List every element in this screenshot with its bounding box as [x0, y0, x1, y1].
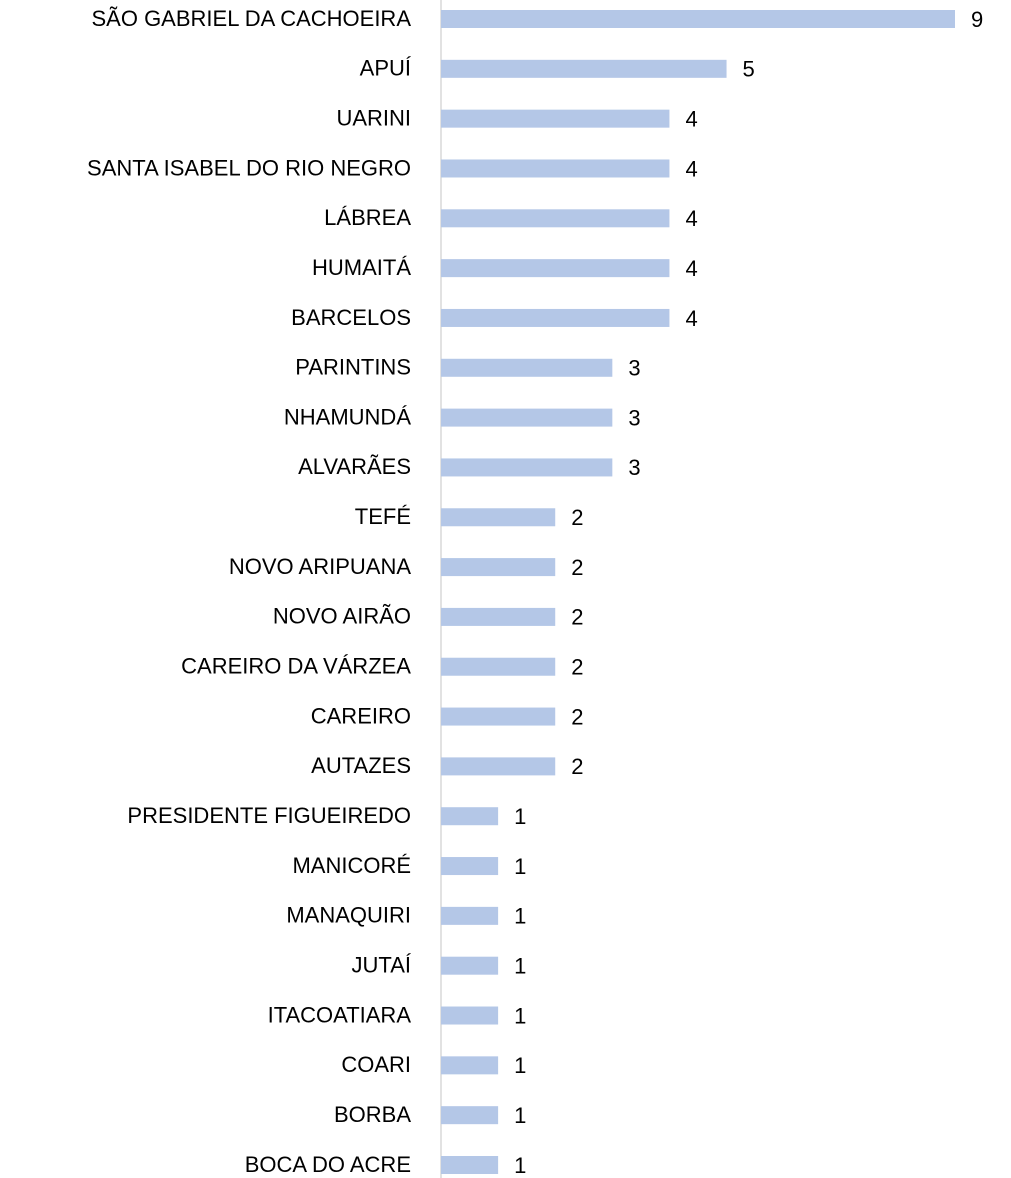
bar — [441, 159, 670, 178]
y-tick-label: BARCELOS — [291, 305, 411, 330]
data-label: 4 — [685, 156, 697, 181]
bar — [441, 906, 499, 925]
y-tick-label: BORBA — [334, 1102, 411, 1127]
data-label: 4 — [685, 206, 697, 231]
bar — [441, 1106, 499, 1125]
y-tick-label: ALVARÃES — [298, 454, 411, 479]
bar — [441, 607, 556, 626]
data-label: 2 — [571, 505, 583, 530]
bar — [441, 558, 556, 577]
y-tick-label: SÃO GABRIEL DA CACHOEIRA — [92, 6, 412, 31]
data-label: 4 — [685, 106, 697, 131]
data-label: 3 — [628, 455, 640, 480]
data-label: 1 — [514, 804, 526, 829]
bar — [441, 508, 556, 527]
bar — [441, 1056, 499, 1075]
bar — [441, 1006, 499, 1025]
y-tick-label: COARI — [341, 1052, 411, 1077]
data-label: 4 — [685, 256, 697, 281]
bar — [441, 209, 670, 228]
data-label: 4 — [685, 306, 697, 331]
data-label: 9 — [971, 7, 983, 32]
bar — [441, 408, 613, 427]
data-label: 2 — [571, 754, 583, 779]
y-tick-label: MANICORÉ — [292, 853, 411, 878]
y-tick-label: SANTA ISABEL DO RIO NEGRO — [87, 155, 411, 180]
data-label: 1 — [514, 854, 526, 879]
y-tick-label: NOVO AIRÃO — [273, 604, 411, 629]
y-tick-label: UARINI — [336, 105, 411, 130]
data-label: 2 — [571, 605, 583, 630]
data-label: 2 — [571, 655, 583, 680]
data-label: 2 — [571, 555, 583, 580]
bar — [441, 109, 670, 128]
bar — [441, 458, 613, 477]
y-tick-label: TEFÉ — [355, 504, 411, 529]
y-tick-label: JUTAÍ — [352, 953, 412, 978]
data-label: 1 — [514, 954, 526, 979]
bar — [441, 1156, 499, 1174]
y-tick-label: CAREIRO — [311, 703, 411, 728]
y-tick-label: PARINTINS — [295, 355, 411, 380]
y-tick-label: NHAMUNDÁ — [284, 404, 411, 429]
bar — [441, 857, 499, 876]
bar — [441, 807, 499, 826]
y-tick-label: NOVO ARIPUANA — [229, 554, 411, 579]
y-tick-label: BOCA DO ACRE — [245, 1152, 411, 1177]
bar — [441, 10, 955, 28]
bar — [441, 956, 499, 975]
y-tick-label: APUÍ — [360, 56, 412, 81]
bar — [441, 358, 613, 377]
bar — [441, 259, 670, 278]
data-label: 3 — [628, 356, 640, 381]
y-tick-label: AUTAZES — [311, 753, 411, 778]
bar — [441, 707, 556, 726]
data-label: 5 — [743, 57, 755, 82]
y-tick-label: HUMAITÁ — [312, 255, 411, 280]
y-tick-label: ITACOATIARA — [268, 1002, 412, 1027]
data-label: 3 — [628, 405, 640, 430]
data-label: 1 — [514, 1003, 526, 1028]
bar — [441, 308, 670, 327]
bar — [441, 59, 727, 78]
y-tick-label: LÁBREA — [324, 205, 411, 230]
bar — [441, 657, 556, 676]
data-label: 1 — [514, 1053, 526, 1078]
y-tick-label: PRESIDENTE FIGUEIREDO — [127, 803, 411, 828]
data-label: 1 — [514, 1153, 526, 1178]
data-label: 1 — [514, 1103, 526, 1128]
bar — [441, 757, 556, 776]
y-tick-label: CAREIRO DA VÁRZEA — [181, 654, 411, 679]
data-label: 1 — [514, 904, 526, 929]
y-tick-label: MANAQUIRI — [286, 903, 411, 928]
data-label: 2 — [571, 704, 583, 729]
